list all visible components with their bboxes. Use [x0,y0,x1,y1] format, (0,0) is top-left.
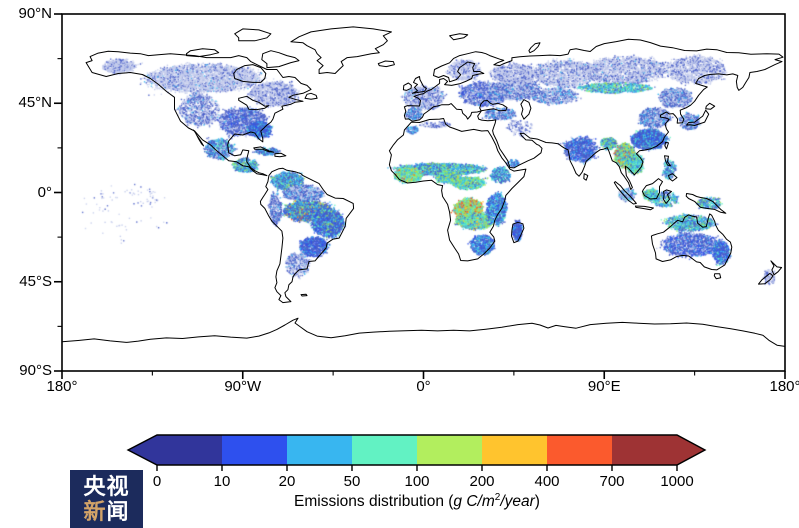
coastline-path [770,260,783,276]
colorbar-tick-label: 10 [213,473,231,490]
colorbar-segment [287,435,352,465]
colorbar-tick-label: 100 [404,473,430,490]
coastline-path [650,213,733,271]
coastline-path [758,272,774,285]
colorbar-caption-sup: 2 [494,492,501,503]
colorbar-tick-label: 400 [534,473,560,490]
colorbar-under-arrow [128,435,157,465]
colorbar-caption-suffix: ) [534,493,540,511]
coastline-path [61,317,786,347]
coastline-path [634,205,654,211]
coastline-path [713,273,722,280]
coastline-path [259,167,355,304]
y-axis-tick-label: 45°N [18,94,52,112]
coastline-path [403,38,784,190]
coastline-path [668,173,678,182]
x-axis-tick-label: 0° [416,378,431,395]
coastline-path [274,152,287,158]
colorbar-tick-label: 1000 [660,473,694,490]
colorbar-tick-label: 50 [343,473,361,490]
coastline-path [705,102,716,110]
coastline-path [449,33,469,41]
watermark-char-wen: 闻 [106,499,130,524]
coastline-path [520,99,532,120]
colorbar-caption: Emissions distribution (g C/m2/year) [157,492,677,511]
coastline-path [412,76,427,94]
emissions-dot-density-canvas [62,14,785,371]
coastline-path [304,92,318,100]
coastline-path [238,95,270,111]
y-axis-tick-label: 45°S [19,272,52,290]
coastline-path [261,50,300,69]
x-axis-tick-label: 90°E [587,378,621,395]
y-axis-tick-label: 90°S [19,362,52,379]
watermark-line2: 新闻 [83,499,129,524]
coastline-path [233,64,267,83]
coastline-path [402,82,412,91]
colorbar-segment [352,435,417,465]
coastline-path [685,193,727,214]
coastline-path [664,141,669,150]
colorbar-tick-label: 200 [469,473,495,490]
coastline-path [377,60,395,68]
cctv-news-watermark: 央视 新闻 [70,470,143,528]
colorbar [126,434,707,471]
coastline-path [186,48,220,58]
colorbar-segment [222,435,287,465]
coastline-path [300,293,308,297]
y-axis-tick-label: 0° [37,183,52,201]
colorbar-caption-italic2: /year [500,493,535,511]
coastline-path [664,155,671,167]
map-axes-frame [54,13,786,379]
coastline-path [583,173,589,181]
colorbar-segment [547,435,612,465]
colorbar-caption-prefix: Emissions distribution ( [294,493,454,511]
coastline-path [253,146,275,153]
coastline-path [528,42,541,54]
coastline-path [641,178,663,200]
coastline-path [85,50,312,177]
coastline-path [686,109,710,126]
colorbar-segment [417,435,482,465]
world-coastlines [61,26,786,347]
x-axis-tick-label: 90°W [224,378,262,395]
y-axis-tick-label: 90°N [18,5,52,22]
coastline-path [234,28,272,42]
colorbar-tick-label: 700 [599,473,625,490]
colorbar-segment [482,435,547,465]
coastline-path [388,118,527,262]
coastline-path [193,129,205,147]
colorbar-tick-label: 20 [278,473,296,490]
colorbar-segment [157,435,222,465]
colorbar-over-arrow [677,435,705,465]
watermark-line1: 央视 [83,474,130,499]
coastline-path [290,26,392,74]
x-axis-tick-label: 180° [46,378,78,395]
coastline-path [613,181,637,205]
watermark-char-xin: 新 [83,499,107,524]
colorbar-tick-label: 0 [152,473,162,490]
coastline-path [663,189,672,204]
colorbar-segment [612,435,677,465]
coastline-path [511,221,525,244]
x-axis-tick-label: 180° [769,378,799,395]
map-frame [61,13,786,372]
colorbar-caption-italic1: g C/m [453,493,495,511]
